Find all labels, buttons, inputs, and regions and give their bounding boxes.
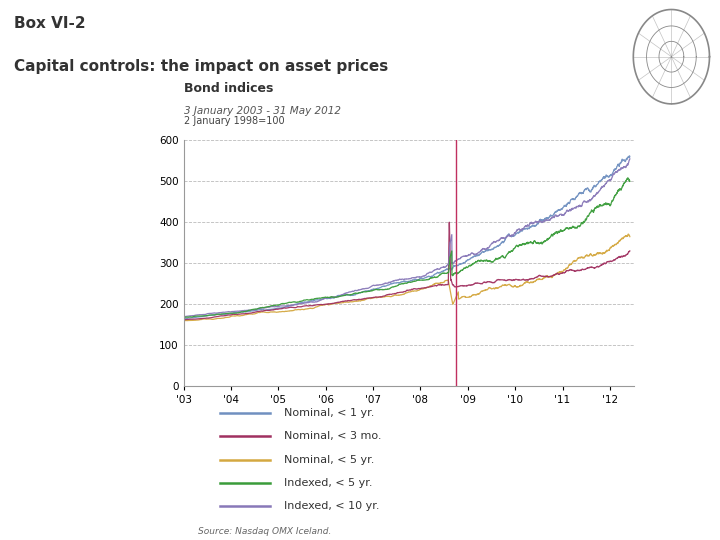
Text: 2 January 1998=100: 2 January 1998=100 [184,116,284,126]
Text: Source: Nasdaq OMX Iceland.: Source: Nasdaq OMX Iceland. [198,526,331,536]
Text: Capital controls: the impact on asset prices: Capital controls: the impact on asset pr… [14,59,389,75]
Text: 3 January 2003 - 31 May 2012: 3 January 2003 - 31 May 2012 [184,106,341,116]
Text: Bond indices: Bond indices [184,82,273,94]
Text: Nominal, < 3 mo.: Nominal, < 3 mo. [284,431,382,441]
Text: Nominal, < 5 yr.: Nominal, < 5 yr. [284,455,375,464]
Text: Box VI-2: Box VI-2 [14,16,86,31]
Text: Indexed, < 10 yr.: Indexed, < 10 yr. [284,501,380,511]
Text: Nominal, < 1 yr.: Nominal, < 1 yr. [284,408,375,418]
Text: Indexed, < 5 yr.: Indexed, < 5 yr. [284,478,373,488]
